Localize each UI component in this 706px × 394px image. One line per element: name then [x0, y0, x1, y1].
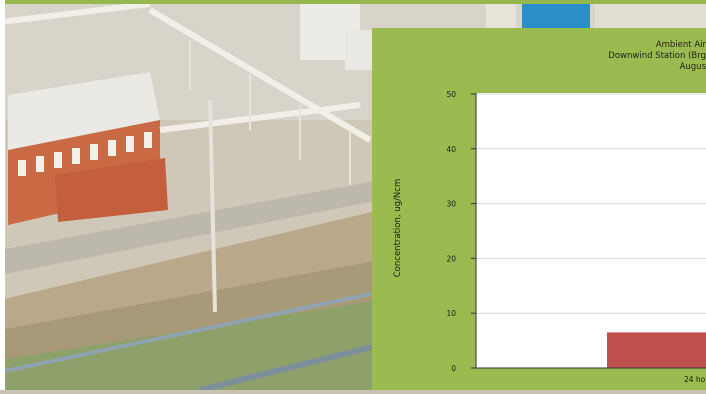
chart-title-line-3: Augus — [679, 62, 706, 72]
chart-title: Ambient Air Downwind Station (Brg Augus — [406, 40, 706, 73]
y-tick-label-0: 0 — [451, 364, 456, 373]
left-edge — [0, 0, 5, 390]
y-tick-label-10: 10 — [446, 309, 456, 318]
chart-title-line-1: Ambient Air — [655, 40, 706, 50]
top-accent-strip — [0, 0, 706, 4]
chart-title-line-2: Downwind Station (Brg — [608, 51, 706, 61]
y-axis-label: Concentration, ug/Ncm — [393, 179, 403, 278]
plot-area — [476, 93, 706, 368]
y-tick-label-40: 40 — [446, 145, 456, 154]
chart-panel: Ambient Air Downwind Station (Brg Augus … — [372, 28, 706, 390]
bar-chart: 0 10 20 30 40 50 24 ho Concentration, ug/Ncm — [393, 90, 706, 384]
y-tick-label-20: 20 — [446, 254, 456, 263]
y-tick-label-50: 50 — [446, 90, 456, 99]
x-category-label-0: 24 ho — [684, 375, 706, 384]
bar-0 — [607, 332, 706, 368]
y-tick-label-30: 30 — [446, 200, 456, 209]
